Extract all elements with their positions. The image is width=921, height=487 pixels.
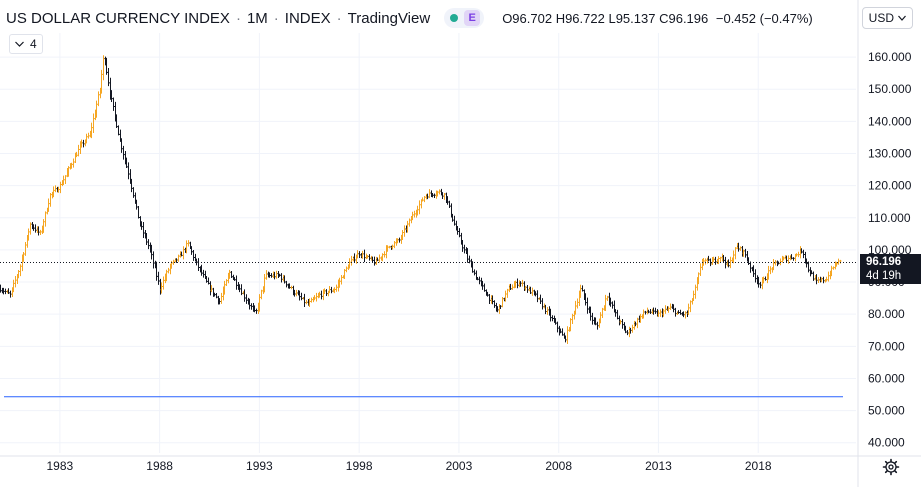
- change-value: −0.452 (−0.47%): [715, 10, 813, 26]
- time-tick-label: 1993: [246, 459, 273, 473]
- chart-settings-button[interactable]: [880, 456, 902, 478]
- time-tick-label: 1983: [47, 459, 74, 473]
- legend-header: US DOLLAR CURRENCY INDEX · 1M · INDEX · …: [6, 7, 813, 29]
- time-tick-label: 2013: [645, 459, 672, 473]
- currency-selector[interactable]: USD: [861, 7, 913, 29]
- price-tick-label: 110.000: [868, 211, 911, 225]
- time-tick-label: 1988: [146, 459, 173, 473]
- price-tick-label: 60.000: [868, 371, 905, 385]
- last-price-value: 96.196: [866, 256, 902, 268]
- price-tick-label: 130.000: [868, 147, 912, 161]
- time-tick-label: 1998: [346, 459, 373, 473]
- low-value: L95.137: [608, 10, 656, 26]
- time-axis[interactable]: 1983 1988 1993 1998 2003 2008 2013 2018: [47, 459, 772, 473]
- time-tick-label: 2018: [745, 459, 772, 473]
- price-tick-label: 70.000: [868, 339, 905, 353]
- bar-countdown: 4d 19h: [866, 270, 902, 282]
- market-status-icon: [450, 14, 459, 22]
- price-tick-label: 160.000: [868, 50, 912, 64]
- high-value: H96.722: [555, 10, 605, 26]
- price-tick-label: 50.000: [868, 404, 905, 418]
- indicator-count: 4: [30, 37, 37, 51]
- last-price-label: 96.196 4d 19h: [860, 254, 921, 284]
- price-tick-label: 150.000: [868, 82, 912, 96]
- price-tick-label: 80.000: [868, 307, 905, 321]
- interval-label[interactable]: 1M: [246, 9, 268, 27]
- exchange-badge: E: [464, 10, 481, 26]
- separator: ·: [273, 9, 279, 27]
- open-value: O96.702: [502, 10, 553, 26]
- price-tick-label: 40.000: [868, 436, 905, 450]
- status-pill[interactable]: E: [444, 8, 485, 28]
- chevron-down-icon: [898, 15, 906, 21]
- currency-label: USD: [868, 11, 894, 25]
- price-axis[interactable]: 40.00050.00060.00070.00080.00090.000100.…: [868, 50, 912, 450]
- gear-icon: [882, 458, 900, 476]
- symbol-title[interactable]: US DOLLAR CURRENCY INDEX: [6, 9, 230, 27]
- indicators-toggle-button[interactable]: 4: [9, 34, 43, 54]
- time-tick-label: 2008: [545, 459, 572, 473]
- data-source-label: TradingView: [347, 9, 431, 27]
- price-tick-label: 140.000: [868, 114, 912, 128]
- separator: ·: [235, 9, 241, 27]
- close-value: C96.196: [659, 10, 709, 26]
- chevron-down-icon: [15, 41, 24, 47]
- exchange-label: INDEX: [284, 9, 331, 27]
- ohlc-values: O96.702 H96.722 L95.137 C96.196 −0.452 (…: [502, 11, 813, 26]
- separator: ·: [336, 9, 342, 27]
- price-bars: [0, 55, 842, 345]
- price-tick-label: 100.000: [868, 243, 912, 257]
- time-tick-label: 2003: [446, 459, 473, 473]
- price-tick-label: 120.000: [868, 179, 912, 193]
